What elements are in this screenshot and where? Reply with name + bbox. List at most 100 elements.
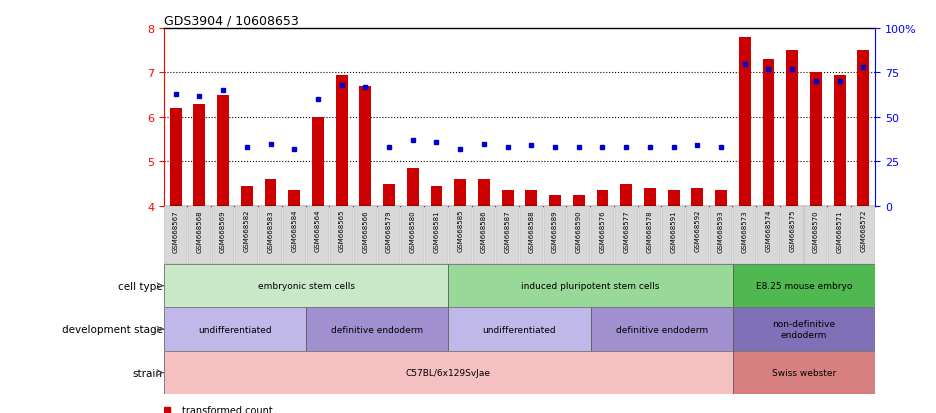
Text: GSM668577: GSM668577 bbox=[623, 209, 629, 252]
Text: GSM668575: GSM668575 bbox=[789, 209, 796, 252]
Bar bbox=[733, 351, 875, 394]
Text: non-definitive
endoderm: non-definitive endoderm bbox=[772, 320, 836, 339]
Bar bbox=[544, 206, 566, 264]
Text: GSM668582: GSM668582 bbox=[243, 209, 250, 252]
Text: development stage: development stage bbox=[62, 324, 163, 335]
Bar bbox=[686, 206, 709, 264]
Bar bbox=[496, 206, 519, 264]
Bar bbox=[786, 51, 798, 206]
Bar bbox=[164, 308, 306, 351]
Bar bbox=[259, 206, 282, 264]
Bar bbox=[164, 264, 448, 308]
Bar bbox=[502, 191, 514, 206]
Bar bbox=[667, 191, 680, 206]
Bar bbox=[733, 264, 875, 308]
Bar bbox=[241, 187, 253, 206]
Bar bbox=[169, 109, 182, 206]
Bar bbox=[644, 189, 656, 206]
Bar bbox=[354, 206, 376, 264]
Bar bbox=[525, 191, 537, 206]
Bar bbox=[573, 195, 585, 206]
Text: GSM668580: GSM668580 bbox=[410, 209, 416, 252]
Bar bbox=[592, 206, 614, 264]
Text: GDS3904 / 10608653: GDS3904 / 10608653 bbox=[164, 15, 299, 28]
Bar bbox=[621, 184, 632, 206]
Bar bbox=[834, 76, 845, 206]
Text: GSM668592: GSM668592 bbox=[695, 209, 700, 252]
Bar bbox=[615, 206, 637, 264]
Text: GSM668587: GSM668587 bbox=[505, 209, 511, 252]
Bar bbox=[359, 87, 372, 206]
Bar bbox=[763, 60, 774, 206]
Bar bbox=[283, 206, 305, 264]
Bar bbox=[431, 187, 443, 206]
Bar bbox=[236, 206, 258, 264]
Bar bbox=[692, 189, 703, 206]
Text: GSM668566: GSM668566 bbox=[362, 209, 369, 252]
Bar bbox=[781, 206, 803, 264]
Bar bbox=[663, 206, 685, 264]
Text: GSM668569: GSM668569 bbox=[220, 209, 227, 252]
Text: GSM668593: GSM668593 bbox=[718, 209, 724, 252]
Bar bbox=[164, 351, 733, 394]
Bar bbox=[805, 206, 827, 264]
Text: embryonic stem cells: embryonic stem cells bbox=[257, 282, 355, 290]
Bar bbox=[425, 206, 447, 264]
Bar bbox=[473, 206, 495, 264]
Bar bbox=[715, 191, 727, 206]
Bar bbox=[478, 180, 490, 206]
Bar bbox=[549, 195, 561, 206]
Bar bbox=[520, 206, 543, 264]
Bar bbox=[448, 308, 591, 351]
Bar bbox=[407, 169, 418, 206]
Bar bbox=[288, 191, 300, 206]
Text: GSM668565: GSM668565 bbox=[339, 209, 344, 252]
Bar bbox=[378, 206, 401, 264]
Text: transformed count: transformed count bbox=[182, 405, 272, 413]
Text: GSM668578: GSM668578 bbox=[647, 209, 653, 252]
Text: GSM668583: GSM668583 bbox=[268, 209, 273, 252]
Text: GSM668588: GSM668588 bbox=[528, 209, 534, 252]
Text: GSM668571: GSM668571 bbox=[837, 209, 842, 252]
Text: GSM668581: GSM668581 bbox=[433, 209, 440, 252]
Text: GSM668573: GSM668573 bbox=[741, 209, 748, 252]
Bar bbox=[709, 206, 732, 264]
Text: GSM668574: GSM668574 bbox=[766, 209, 771, 252]
Bar bbox=[165, 206, 187, 264]
Text: GSM668585: GSM668585 bbox=[457, 209, 463, 252]
Text: C57BL/6x129SvJae: C57BL/6x129SvJae bbox=[406, 368, 490, 377]
Bar bbox=[383, 184, 395, 206]
Bar bbox=[810, 73, 822, 206]
Bar bbox=[265, 180, 276, 206]
Bar bbox=[567, 206, 590, 264]
Bar bbox=[448, 264, 733, 308]
Text: Swiss webster: Swiss webster bbox=[772, 368, 836, 377]
Bar bbox=[591, 308, 733, 351]
Bar bbox=[449, 206, 472, 264]
Bar bbox=[306, 308, 448, 351]
Text: GSM668590: GSM668590 bbox=[576, 209, 582, 252]
Text: cell type: cell type bbox=[118, 281, 163, 291]
Text: GSM668591: GSM668591 bbox=[670, 209, 677, 252]
Bar bbox=[638, 206, 661, 264]
Text: strain: strain bbox=[133, 368, 163, 378]
Bar bbox=[828, 206, 851, 264]
Text: GSM668584: GSM668584 bbox=[291, 209, 298, 252]
Bar bbox=[852, 206, 874, 264]
Bar bbox=[454, 180, 466, 206]
Text: E8.25 mouse embryo: E8.25 mouse embryo bbox=[756, 282, 852, 290]
Text: definitive endoderm: definitive endoderm bbox=[616, 325, 708, 334]
Text: undifferentiated: undifferentiated bbox=[198, 325, 271, 334]
Bar bbox=[596, 191, 608, 206]
Text: undifferentiated: undifferentiated bbox=[483, 325, 556, 334]
Text: GSM668576: GSM668576 bbox=[599, 209, 606, 252]
Bar bbox=[336, 76, 347, 206]
Text: GSM668564: GSM668564 bbox=[314, 209, 321, 252]
Text: definitive endoderm: definitive endoderm bbox=[331, 325, 423, 334]
Text: GSM668586: GSM668586 bbox=[481, 209, 487, 252]
Bar bbox=[734, 206, 756, 264]
Bar bbox=[330, 206, 353, 264]
Bar bbox=[307, 206, 329, 264]
Bar bbox=[212, 206, 234, 264]
Bar bbox=[733, 308, 875, 351]
